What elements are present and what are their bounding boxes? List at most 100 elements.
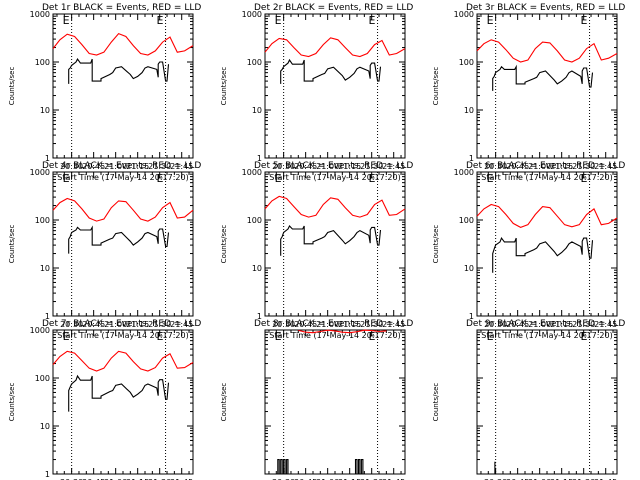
event-marker-label: E: [487, 172, 494, 185]
plot-frame: [52, 329, 194, 475]
x-tick-label: 21:45: [170, 162, 193, 171]
x-tick-label: 21:45: [594, 162, 617, 171]
y-tick-label: 1: [45, 312, 50, 321]
events-series-line: [492, 236, 594, 273]
y-axis-label: Counts/sec: [220, 383, 228, 422]
y-tick-label: 1000: [454, 168, 474, 177]
events-series-line: [68, 374, 170, 412]
x-axis-label: Start Time (17-May-14 20:17:20): [57, 173, 188, 182]
x-tick-label: 21:30: [360, 320, 383, 329]
y-tick-label: 10: [464, 264, 474, 273]
lld-series-line: [476, 203, 618, 229]
lld-series-line: [298, 329, 387, 334]
panel-det-7: Det 7r BLACK = Events, RED = LLD Counts/s…: [8, 319, 201, 480]
y-tick-label: 1: [45, 154, 50, 163]
x-tick-label: 21:15: [338, 320, 361, 329]
x-tick-label: 21:00: [528, 320, 551, 329]
lld-series-line: [476, 39, 618, 63]
x-tick-label: 21:30: [572, 162, 595, 171]
x-tick-label: 21:30: [572, 320, 595, 329]
x-tick-label: 21:00: [104, 478, 127, 480]
event-marker-label: E: [63, 14, 70, 27]
y-tick-label: 10: [252, 264, 262, 273]
panel-title: Det 2r BLACK = Events, RED = LLD: [254, 3, 413, 13]
x-tick-label: 21:15: [550, 162, 573, 171]
x-axis-label: Start Time (17-May-14 20:17:20): [57, 331, 188, 340]
event-marker-label: E: [63, 330, 70, 343]
panel-title: Det 4r BLACK = Events, RED = LLD: [42, 161, 201, 171]
plot-frame: [264, 329, 406, 475]
panel-det-8: Det 8r BLACK = Events, RED = LLD Counts/s…: [220, 319, 413, 480]
y-tick-label: 1: [45, 470, 50, 479]
x-tick-label: 20:30: [60, 162, 83, 171]
x-tick-label: 21:15: [338, 478, 361, 480]
lld-series-line: [264, 37, 406, 58]
plot-frame: [476, 13, 618, 159]
events-series-line: [280, 225, 382, 256]
x-tick-label: 21:30: [360, 162, 383, 171]
event-marker-label: E: [63, 172, 70, 185]
event-marker-label: E: [275, 14, 282, 27]
x-tick-label: 21:15: [126, 478, 149, 480]
x-tick-label: 20:45: [506, 478, 529, 480]
y-axis-label: Counts/sec: [220, 67, 228, 106]
events-series-line: [280, 58, 382, 84]
lld-series-line: [264, 195, 406, 218]
y-tick-label: 1000: [242, 10, 262, 19]
panel-det-2: Det 2r BLACK = Events, RED = LLD Counts/s…: [220, 3, 413, 182]
x-tick-label: 21:30: [572, 478, 595, 480]
x-tick-label: 21:00: [104, 162, 127, 171]
x-tick-label: 21:45: [594, 478, 617, 480]
y-tick-label: 1000: [30, 10, 50, 19]
y-tick-label: 100: [35, 58, 50, 67]
panel-det-3: Det 3r BLACK = Events, RED = LLD Counts/s…: [432, 3, 625, 182]
panel-title: Det 1r BLACK = Events, RED = LLD: [42, 3, 201, 13]
x-tick-label: 20:45: [82, 162, 105, 171]
y-tick-label: 1: [469, 312, 474, 321]
y-tick-label: 10: [40, 422, 50, 431]
lld-series-line: [52, 32, 194, 56]
event-marker-label: E: [581, 330, 588, 343]
x-axis-label: Start Time (17-May-14 20:17:20): [481, 173, 612, 182]
x-tick-label: 21:15: [338, 162, 361, 171]
x-tick-label: 20:30: [272, 320, 295, 329]
event-marker-label: E: [369, 172, 376, 185]
x-tick-label: 20:45: [506, 320, 529, 329]
x-tick-label: 21:45: [594, 320, 617, 329]
y-tick-label: 100: [459, 58, 474, 67]
event-marker-label: E: [157, 172, 164, 185]
lld-series-line: [52, 350, 194, 372]
y-tick-label: 100: [459, 216, 474, 225]
x-tick-label: 21:00: [528, 162, 551, 171]
event-marker-label: E: [369, 14, 376, 27]
x-tick-label: 21:15: [126, 162, 149, 171]
y-tick-label: 100: [247, 216, 262, 225]
events-series-line: [277, 459, 364, 475]
plot-frame: [264, 13, 406, 159]
lld-series-line: [52, 197, 194, 222]
panel-det-5: Det 5r BLACK = Events, RED = LLD Counts/s…: [220, 161, 413, 340]
panel-det-1: Det 1r BLACK = Events, RED = LLD Counts/s…: [8, 3, 201, 182]
y-tick-label: 100: [35, 216, 50, 225]
panel-title: Det 5r BLACK = Events, RED = LLD: [254, 161, 413, 171]
event-marker-label: E: [157, 14, 164, 27]
panel-title: Det 7r BLACK = Events, RED = LLD: [42, 319, 201, 329]
events-series-line: [68, 225, 170, 254]
plot-frame: [476, 329, 618, 475]
y-tick-label: 1000: [242, 168, 262, 177]
event-marker-label: E: [275, 330, 282, 343]
panel-title: Det 8r BLACK = Events, RED = LLD: [254, 319, 413, 329]
y-axis-label: Counts/sec: [432, 67, 440, 106]
y-tick-label: 10: [40, 106, 50, 115]
y-axis-label: Counts/sec: [432, 225, 440, 264]
x-tick-label: 21:45: [170, 320, 193, 329]
x-tick-label: 21:00: [104, 320, 127, 329]
panel-det-4: Det 4r BLACK = Events, RED = LLD Counts/s…: [8, 161, 201, 340]
x-tick-label: 21:15: [550, 478, 573, 480]
x-axis-label: Start Time (17-May-14 20:17:20): [269, 331, 400, 340]
x-tick-label: 20:30: [272, 478, 295, 480]
x-tick-label: 21:45: [382, 320, 405, 329]
event-marker-label: E: [369, 330, 376, 343]
x-tick-label: 21:45: [382, 478, 405, 480]
